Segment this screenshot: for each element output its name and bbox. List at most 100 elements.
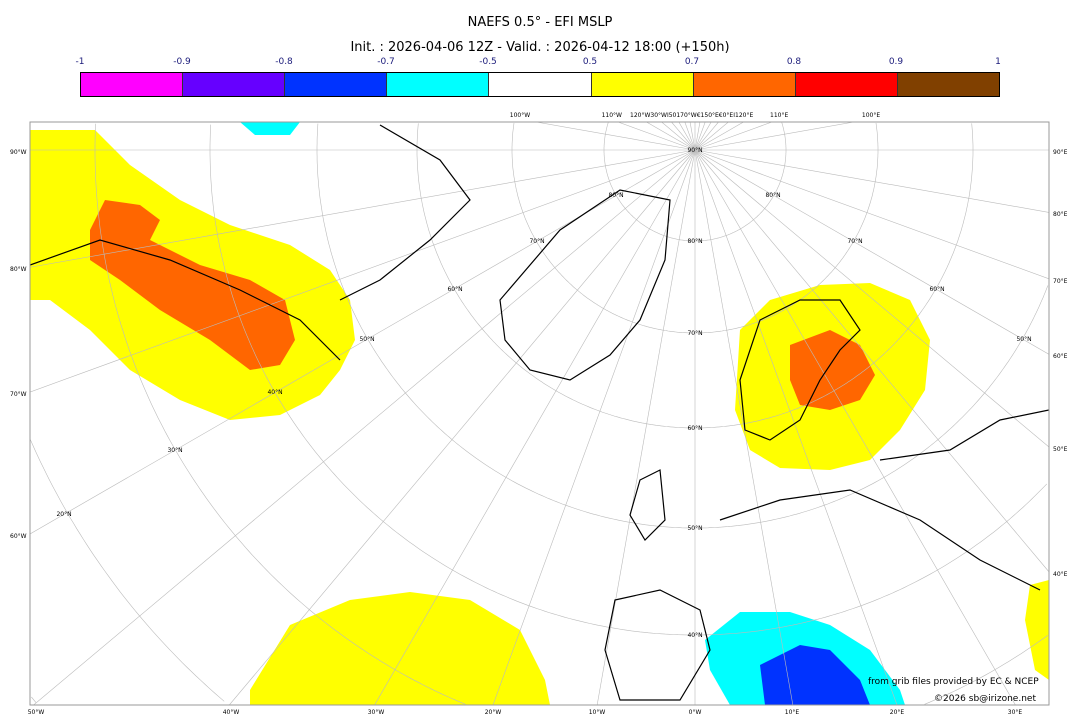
meridian-line [694, 122, 744, 151]
meridian-line [689, 122, 696, 151]
meridian-line [33, 149, 696, 705]
graticule-label: 100°W [510, 112, 530, 119]
meridian-line [30, 149, 696, 268]
meridian-line [694, 149, 1049, 448]
graticule-label: 50°N [687, 525, 702, 532]
colorbar-tick-label: 0.7 [684, 57, 700, 67]
graticule-label: 70°E [1053, 278, 1068, 285]
meridian-line [694, 149, 1049, 573]
parallel-line [94, 123, 1048, 705]
meridian-line [694, 122, 712, 151]
meridian-line [694, 149, 1049, 280]
meridian-line [229, 149, 696, 705]
map-frame [29, 121, 1050, 706]
graticule [30, 122, 1049, 705]
graticule-label: 110°E [770, 112, 788, 119]
meridian-line [671, 122, 696, 151]
graticule-label: 50°N [359, 336, 374, 343]
graticule-label: 80°N [608, 192, 623, 199]
meridian-line [694, 122, 706, 151]
colorbar-tick-label: 1 [995, 57, 1001, 67]
graticule-label: 60°N [687, 425, 702, 432]
colorbar-tick-label: -0.7 [377, 57, 395, 67]
parallel-line [316, 123, 1049, 529]
parallel-line [416, 123, 974, 429]
meridian-line [617, 122, 696, 151]
graticule-label: 40°W [223, 709, 240, 716]
colorbar-tick-label: 0.9 [888, 57, 904, 67]
colorbar [80, 72, 1000, 97]
graticule-label: 70°N [847, 238, 862, 245]
meridian-line [694, 122, 719, 151]
graticule-label: 120°W30°WI50170°W€150°E€0°EI120°E [630, 112, 753, 119]
graticule-label: 20°W [485, 709, 502, 716]
coastlines [30, 124, 1049, 701]
meridian-line [374, 149, 696, 705]
efi-orange-region-scandinavia [790, 330, 875, 410]
graticule-label: 60°N [929, 286, 944, 293]
colorbar-tick-label: 0.8 [786, 57, 802, 67]
graticule-label: 50°E [1053, 446, 1068, 453]
parallel-line [209, 124, 1048, 636]
meridian-line [646, 122, 696, 151]
graticule-label: 50°N [1016, 336, 1031, 343]
colorbar-tick-label: -0.9 [173, 57, 191, 67]
meridian-line [694, 149, 1016, 705]
graticule-label: 30°W [368, 709, 385, 716]
efi-yellow-region-atlantic [250, 592, 550, 705]
meridian-line [694, 149, 1049, 213]
graticule-label: 60°E [1053, 353, 1068, 360]
copyright: ©2026 sb@irizone.net [934, 694, 1036, 704]
graticule-label: 70°N [687, 330, 702, 337]
map-subtitle: Init. : 2026-04-06 12Z - Valid. : 2026-0… [350, 40, 730, 55]
graticule-label: 80°N [687, 238, 702, 245]
meridian-line [694, 122, 701, 151]
colorbar-swatch [489, 73, 592, 96]
graticule-label: 90°N [687, 147, 702, 154]
parallel-line [511, 122, 879, 334]
colorbar-swatch [183, 73, 286, 96]
colorbar-swatch [591, 73, 694, 96]
colorbar-tick-label: -0.8 [275, 57, 293, 67]
graticule-label: 70°N [529, 238, 544, 245]
graticule-label: 90°E [1053, 149, 1068, 156]
efi-yellow-region-east [1025, 580, 1049, 680]
colorbar-swatch [693, 73, 796, 96]
graticule-label: 110°W [602, 112, 622, 119]
meridian-line [694, 122, 854, 151]
graticule-label: 80°E [1053, 211, 1068, 218]
graticule-label: 60°W [10, 533, 27, 540]
graticule-label: 40°N [687, 632, 702, 639]
meridian-line [661, 122, 696, 151]
graticule-label: 20°E [890, 709, 905, 716]
colorbar-tick-label: 0.5 [582, 57, 598, 67]
meridian-line [694, 122, 773, 151]
graticule-label: 70°W [10, 391, 27, 398]
efi-cyan-region-north [240, 122, 300, 135]
meridian-line [30, 149, 696, 393]
colorbar-tick-label: -1 [75, 57, 85, 67]
colorbar-swatch [81, 73, 184, 96]
graticule-label: 10°E [785, 709, 800, 716]
meridian-line [492, 149, 696, 705]
graticule-label: 30°N [167, 447, 182, 454]
meridian-line [694, 122, 729, 151]
parallel-line [31, 696, 37, 703]
graticule-label: 20°N [56, 511, 71, 518]
colorbar-swatch [387, 73, 490, 96]
meridian-line [536, 122, 696, 151]
graticule-label: 30°E [1008, 709, 1023, 716]
meridian-line [694, 149, 1049, 355]
meridian-line [678, 122, 696, 151]
efi-blue-region-mediterranean [760, 645, 870, 705]
graticule-label: 40°N [267, 389, 282, 396]
graticule-label: 80°W [10, 266, 27, 273]
graticule-label: 90°W [10, 149, 27, 156]
colorbar-swatch [795, 73, 898, 96]
meridian-line [694, 149, 898, 705]
graticule-label: 10°W [589, 709, 606, 716]
meridian-line [596, 149, 696, 705]
map-title: NAEFS 0.5° - EFI MSLP [467, 15, 613, 30]
parallel-line [30, 438, 225, 702]
